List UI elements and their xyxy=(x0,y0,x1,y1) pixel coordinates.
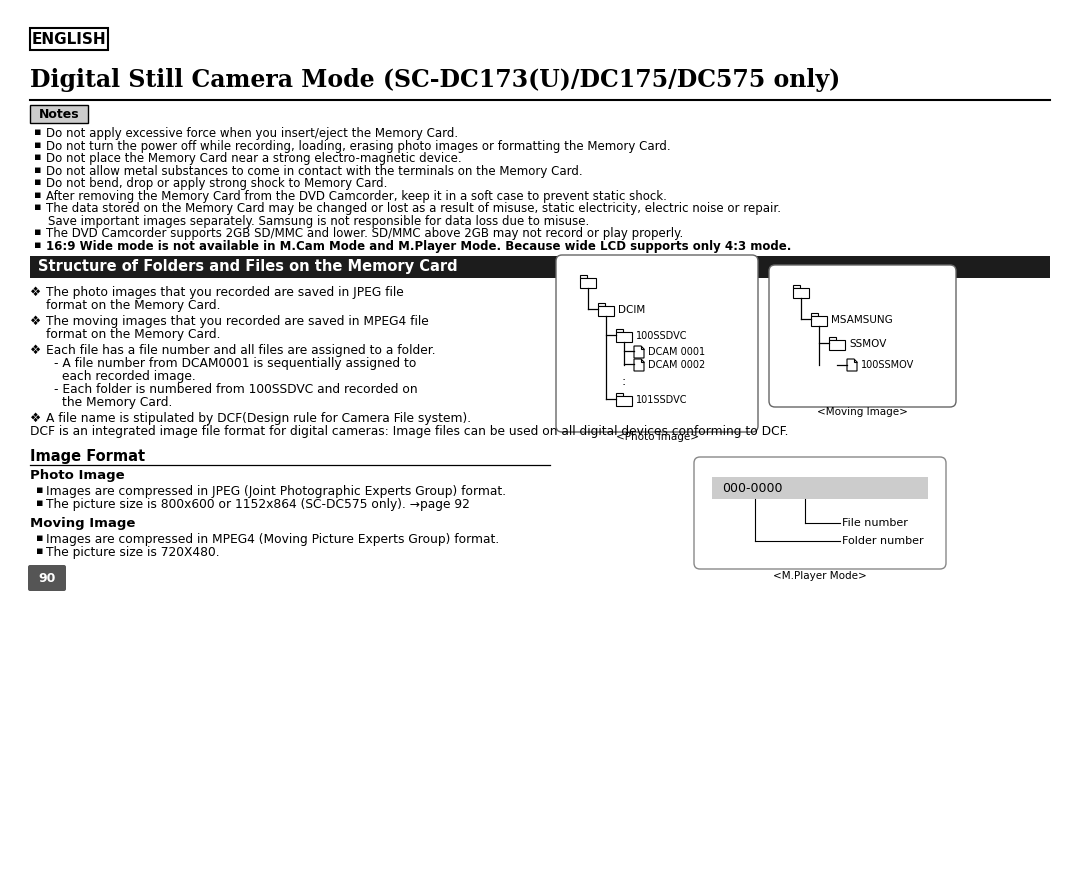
Text: Images are compressed in MPEG4 (Moving Picture Experts Group) format.: Images are compressed in MPEG4 (Moving P… xyxy=(46,533,499,546)
Text: Moving Image: Moving Image xyxy=(30,517,135,530)
Bar xyxy=(811,316,827,326)
Text: ▪: ▪ xyxy=(36,533,43,543)
Text: After removing the Memory Card from the DVD Camcorder, keep it in a soft case to: After removing the Memory Card from the … xyxy=(46,190,666,203)
Text: ❖: ❖ xyxy=(30,315,41,328)
Text: Do not place the Memory Card near a strong electro-magnetic device.: Do not place the Memory Card near a stro… xyxy=(46,152,461,165)
Bar xyxy=(616,329,623,332)
Bar xyxy=(580,278,596,288)
Text: DCIM: DCIM xyxy=(618,305,645,315)
FancyBboxPatch shape xyxy=(769,265,956,407)
Text: Structure of Folders and Files on the Memory Card: Structure of Folders and Files on the Me… xyxy=(38,260,458,275)
Text: ▪: ▪ xyxy=(36,546,43,556)
Bar xyxy=(30,28,108,50)
Text: 101SSDVC: 101SSDVC xyxy=(636,395,688,405)
Text: The picture size is 800x600 or 1152x864 (SC-DC575 only). →page 92: The picture size is 800x600 or 1152x864 … xyxy=(46,498,470,511)
Text: ❖: ❖ xyxy=(30,412,41,425)
Text: Digital Still Camera Mode (SC-DC173(U)/DC175/DC575 only): Digital Still Camera Mode (SC-DC173(U)/D… xyxy=(30,68,840,92)
Text: 100SSMOV: 100SSMOV xyxy=(861,360,915,370)
Text: <Moving Image>: <Moving Image> xyxy=(818,407,908,417)
Text: ENGLISH: ENGLISH xyxy=(31,32,106,46)
Text: Do not apply excessive force when you insert/eject the Memory Card.: Do not apply excessive force when you in… xyxy=(46,127,458,140)
Polygon shape xyxy=(634,346,644,358)
Bar xyxy=(712,477,928,499)
Bar xyxy=(829,340,845,350)
Text: A file name is stipulated by DCF(Design rule for Camera File system).: A file name is stipulated by DCF(Design … xyxy=(46,412,471,425)
Text: format on the Memory Card.: format on the Memory Card. xyxy=(46,328,220,341)
Text: ❖: ❖ xyxy=(30,286,41,299)
Text: ▪: ▪ xyxy=(33,227,41,237)
Text: ▪: ▪ xyxy=(33,127,41,137)
Text: ▪: ▪ xyxy=(33,165,41,175)
Text: the Memory Card.: the Memory Card. xyxy=(62,396,173,409)
Bar xyxy=(793,288,809,298)
Text: ▪: ▪ xyxy=(33,202,41,212)
Text: ▪: ▪ xyxy=(36,498,43,508)
Text: Do not turn the power off while recording, loading, erasing photo images or form: Do not turn the power off while recordin… xyxy=(46,139,671,152)
Text: DCF is an integrated image file format for digital cameras: Image files can be u: DCF is an integrated image file format f… xyxy=(30,425,788,438)
Text: DCAM 0001: DCAM 0001 xyxy=(648,347,705,357)
Text: ▪: ▪ xyxy=(33,152,41,162)
Text: ▪: ▪ xyxy=(33,190,41,199)
Text: - A file number from DCAM0001 is sequentially assigned to: - A file number from DCAM0001 is sequent… xyxy=(54,357,417,370)
Text: Photo Image: Photo Image xyxy=(30,469,124,482)
FancyBboxPatch shape xyxy=(694,457,946,569)
Text: :: : xyxy=(622,375,626,388)
Text: 90: 90 xyxy=(38,571,56,585)
Bar xyxy=(829,337,836,340)
Text: Folder number: Folder number xyxy=(842,536,923,546)
Text: - Each folder is numbered from 100SSDVC and recorded on: - Each folder is numbered from 100SSDVC … xyxy=(54,383,418,396)
Text: Each file has a file number and all files are assigned to a folder.: Each file has a file number and all file… xyxy=(46,344,435,357)
Polygon shape xyxy=(847,359,858,371)
Text: Image Format: Image Format xyxy=(30,449,145,464)
Text: Images are compressed in JPEG (Joint Photographic Experts Group) format.: Images are compressed in JPEG (Joint Pho… xyxy=(46,485,507,498)
FancyBboxPatch shape xyxy=(28,565,66,591)
Bar xyxy=(616,396,632,406)
FancyBboxPatch shape xyxy=(556,255,758,432)
Text: The picture size is 720X480.: The picture size is 720X480. xyxy=(46,546,219,559)
Bar xyxy=(598,303,605,306)
Text: 000-0000: 000-0000 xyxy=(723,481,783,494)
Text: Notes: Notes xyxy=(39,107,79,120)
Text: DCAM 0002: DCAM 0002 xyxy=(648,360,705,370)
Bar xyxy=(30,256,1050,278)
Text: Do not bend, drop or apply strong shock to Memory Card.: Do not bend, drop or apply strong shock … xyxy=(46,177,388,190)
Text: 100SSDVC: 100SSDVC xyxy=(636,331,688,341)
Bar xyxy=(811,313,819,316)
Text: <Photo Image>: <Photo Image> xyxy=(616,432,699,442)
Polygon shape xyxy=(634,359,644,371)
Text: MSAMSUNG: MSAMSUNG xyxy=(831,315,893,325)
Bar xyxy=(30,105,87,123)
Text: ▪: ▪ xyxy=(36,485,43,495)
Text: The data stored on the Memory Card may be changed or lost as a result of misuse,: The data stored on the Memory Card may b… xyxy=(46,202,781,215)
Text: File number: File number xyxy=(842,518,908,528)
Text: ▪: ▪ xyxy=(33,177,41,187)
Text: The photo images that you recorded are saved in JPEG file: The photo images that you recorded are s… xyxy=(46,286,404,299)
Text: Save important images separately. Samsung is not responsible for data loss due t: Save important images separately. Samsun… xyxy=(48,214,590,228)
Text: <M.Player Mode>: <M.Player Mode> xyxy=(773,571,867,581)
Text: each recorded image.: each recorded image. xyxy=(62,370,195,383)
Text: The moving images that you recorded are saved in MPEG4 file: The moving images that you recorded are … xyxy=(46,315,429,328)
Text: ❖: ❖ xyxy=(30,344,41,357)
Text: ▪: ▪ xyxy=(33,239,41,250)
Text: The DVD Camcorder supports 2GB SD/MMC and lower. SD/MMC above 2GB may not record: The DVD Camcorder supports 2GB SD/MMC an… xyxy=(46,227,684,240)
Text: Do not allow metal substances to come in contact with the terminals on the Memor: Do not allow metal substances to come in… xyxy=(46,165,582,177)
Bar xyxy=(616,332,632,342)
Bar xyxy=(598,306,615,316)
Bar xyxy=(616,393,623,396)
Bar xyxy=(580,275,588,278)
Text: ▪: ▪ xyxy=(33,139,41,150)
Text: format on the Memory Card.: format on the Memory Card. xyxy=(46,299,220,312)
Text: SSMOV: SSMOV xyxy=(849,339,887,349)
Text: 16:9 Wide mode is not available in M.Cam Mode and M.Player Mode. Because wide LC: 16:9 Wide mode is not available in M.Cam… xyxy=(46,239,792,253)
Bar xyxy=(793,285,800,288)
